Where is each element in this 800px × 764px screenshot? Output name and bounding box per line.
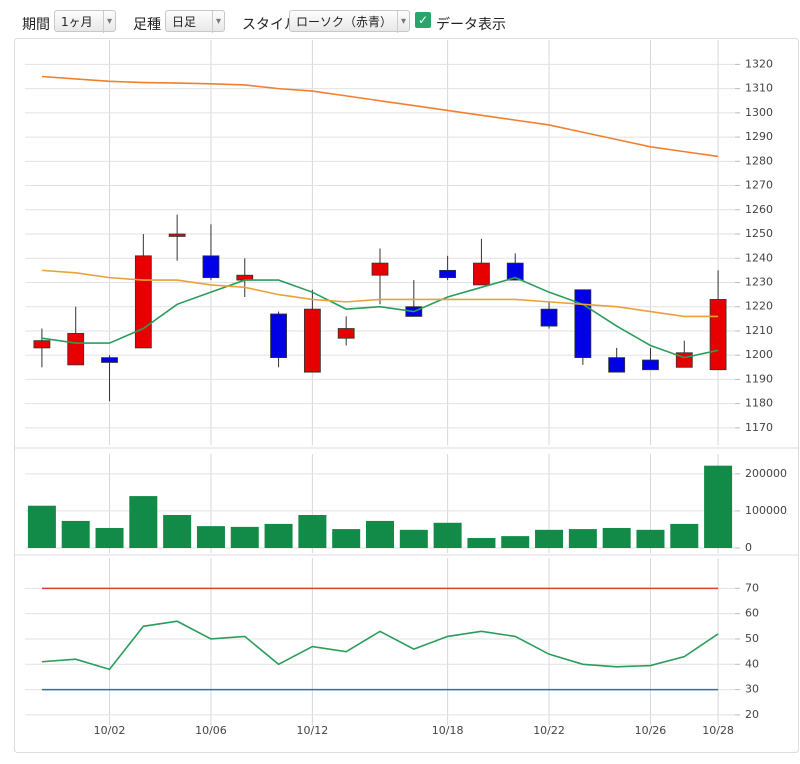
y-tick-label: 200000 [745, 467, 787, 480]
period-select[interactable]: 1ヶ月 [54, 10, 116, 33]
candle-body [202, 255, 220, 279]
candle-body [371, 262, 389, 276]
volume-bar [264, 523, 293, 548]
candle-body [270, 313, 287, 359]
volume-bar [467, 537, 496, 548]
y-tick-label: 1170 [745, 421, 773, 434]
candle-body [540, 308, 558, 327]
volume-bar [568, 529, 597, 548]
y-tick-label: 1280 [745, 154, 773, 167]
x-tick-label: 10/22 [533, 724, 565, 737]
candle-body [67, 332, 85, 366]
x-tick-label: 10/28 [702, 724, 734, 737]
candle-body [608, 357, 626, 373]
volume-bar [61, 520, 90, 548]
candle-body [101, 357, 118, 363]
candle-body [642, 359, 659, 371]
y-tick-label: 40 [745, 657, 759, 670]
bar-label: 足種 [133, 17, 161, 33]
y-tick-label: 1250 [745, 227, 773, 240]
volume-bar [704, 465, 733, 548]
y-tick-label: 1230 [745, 275, 773, 288]
line-series [41, 269, 719, 318]
y-tick-label: 70 [745, 581, 759, 594]
y-tick-label: 0 [745, 541, 752, 554]
x-tick-label: 10/06 [195, 724, 227, 737]
x-tick-label: 10/26 [635, 724, 667, 737]
volume-bar [501, 536, 530, 548]
style-select[interactable]: ローソク（赤青） [289, 10, 410, 33]
x-tick-label: 10/02 [94, 724, 126, 737]
y-tick-label: 1320 [745, 57, 773, 70]
y-tick-label: 1220 [745, 300, 773, 313]
volume-bar [433, 522, 462, 548]
volume-bar [230, 526, 259, 548]
y-tick-label: 1240 [745, 251, 773, 264]
period-label: 期間 [22, 17, 50, 33]
y-tick-label: 60 [745, 607, 759, 620]
volume-bar [636, 529, 665, 548]
volume-bar [535, 529, 564, 548]
y-tick-label: 1270 [745, 179, 773, 192]
candle-body [473, 262, 490, 286]
y-tick-label: 1290 [745, 130, 773, 143]
style-label: スタイル [242, 17, 298, 33]
y-tick-label: 1260 [745, 203, 773, 216]
bar-select[interactable]: 日足 [165, 10, 225, 33]
line-series [41, 75, 719, 158]
y-tick-label: 20 [745, 708, 759, 721]
y-tick-label: 100000 [745, 504, 787, 517]
y-tick-label: 1200 [745, 348, 773, 361]
volume-bar [602, 527, 631, 548]
candle-body [506, 262, 524, 281]
volume-bar [163, 514, 192, 548]
y-tick-label: 1300 [745, 106, 773, 119]
y-tick-label: 1310 [745, 82, 773, 95]
data-checkbox[interactable]: ✓ [415, 12, 431, 28]
y-tick-label: 1210 [745, 324, 773, 337]
volume-bar [298, 514, 327, 548]
candle-body [168, 233, 186, 237]
candle-body [439, 269, 457, 279]
toolbar: 期間 1ヶ月 足種 日足 スタイル ローソク（赤青） ✓ データ表示 [14, 8, 798, 38]
line-series [41, 276, 719, 359]
volume-bar [332, 529, 361, 548]
y-tick-label: 50 [745, 632, 759, 645]
candle-body [134, 255, 152, 349]
candle-body [574, 289, 592, 359]
y-tick-label: 30 [745, 683, 759, 696]
y-tick-label: 1180 [745, 397, 773, 410]
candle-body [33, 340, 51, 349]
x-tick-label: 10/12 [297, 724, 329, 737]
volume-bar [366, 520, 394, 548]
candle-body [337, 328, 355, 339]
y-tick-label: 1190 [745, 372, 773, 385]
volume-bar [399, 529, 428, 548]
candle-body [303, 308, 321, 373]
volume-bar [196, 526, 225, 548]
line-series [41, 620, 719, 671]
candle-body [709, 299, 727, 371]
volume-bar [27, 505, 56, 548]
checkbox-label[interactable]: データ表示 [436, 17, 506, 33]
volume-bar [95, 527, 124, 548]
volume-bar [129, 496, 158, 548]
x-tick-label: 10/18 [432, 724, 464, 737]
volume-bar [670, 523, 699, 548]
